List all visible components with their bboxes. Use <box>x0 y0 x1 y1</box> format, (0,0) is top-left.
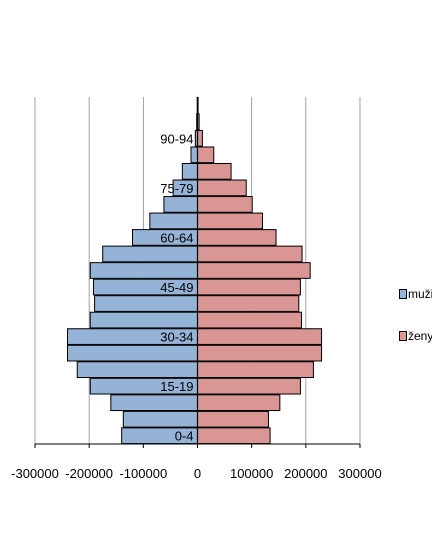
bar-male-65-69 <box>149 212 198 230</box>
age-label-75-79: 75-79 <box>160 181 193 196</box>
legend-label-male: muži <box>408 287 432 301</box>
bar-male-55-59 <box>102 245 198 263</box>
legend-swatch-female <box>399 331 407 341</box>
x-tick-label: 200000 <box>284 466 327 481</box>
bar-female-55-59 <box>197 245 303 263</box>
bar-male-40-44 <box>94 295 198 312</box>
bar-female-0-4 <box>197 427 271 445</box>
age-label-0-4: 0-4 <box>175 429 194 444</box>
bar-male-20-24 <box>76 361 198 378</box>
x-tick-label: -200000 <box>65 466 113 481</box>
bar-female-45-49 <box>197 278 301 296</box>
age-label-15-19: 15-19 <box>160 379 193 394</box>
bar-female-65-69 <box>197 212 263 230</box>
x-tick-label: 100000 <box>230 466 273 481</box>
bar-male-35-39 <box>89 311 198 329</box>
bar-female-60-64 <box>197 229 277 246</box>
age-label-45-49: 45-49 <box>160 280 193 295</box>
x-tick-labels: -300000 -200000 -100000 0 100000 200000 300000 <box>11 466 382 481</box>
x-tick-label: -300000 <box>11 466 59 481</box>
legend-swatch-male <box>399 289 407 299</box>
bar-female-80-84 <box>197 163 232 180</box>
x-tick-label: 300000 <box>338 466 381 481</box>
bar-female-15-19 <box>197 377 301 395</box>
bar-female-70-74 <box>197 196 253 213</box>
bar-female-20-24 <box>197 361 314 378</box>
legend-label-female: ženy <box>408 329 432 343</box>
bar-female-10-14 <box>197 394 281 412</box>
bar-male-10-14 <box>110 394 198 412</box>
bars <box>67 96 323 445</box>
bar-male-85-89 <box>190 146 198 164</box>
age-labels: 0-4 15-19 30-34 45-49 60-64 75-79 90-94 <box>160 131 193 443</box>
bar-female-35-39 <box>197 311 302 329</box>
bar-female-90-94 <box>197 129 203 147</box>
axis <box>34 97 361 448</box>
bar-female-50-54 <box>197 262 311 279</box>
bar-male-80-84 <box>181 163 198 180</box>
bar-female-40-44 <box>197 295 300 312</box>
x-tick-label: 0 <box>194 466 201 481</box>
bar-male-5-9 <box>122 410 198 428</box>
bar-male-25-29 <box>67 344 198 362</box>
bar-female-30-34 <box>197 328 323 345</box>
age-label-90-94: 90-94 <box>160 131 193 146</box>
bar-female-75-79 <box>197 179 247 197</box>
bar-female-85-89 <box>197 146 215 164</box>
bar-female-25-29 <box>197 344 323 362</box>
bar-male-70-74 <box>163 196 199 213</box>
bar-male-50-54 <box>89 262 198 279</box>
legend-item-female: ženy <box>399 328 432 344</box>
legend: muži ženy <box>399 286 432 370</box>
age-label-30-34: 30-34 <box>160 330 193 345</box>
legend-item-male: muži <box>399 286 432 302</box>
x-tick-label: -100000 <box>119 466 167 481</box>
age-label-60-64: 60-64 <box>160 230 193 245</box>
bar-female-5-9 <box>197 410 269 428</box>
